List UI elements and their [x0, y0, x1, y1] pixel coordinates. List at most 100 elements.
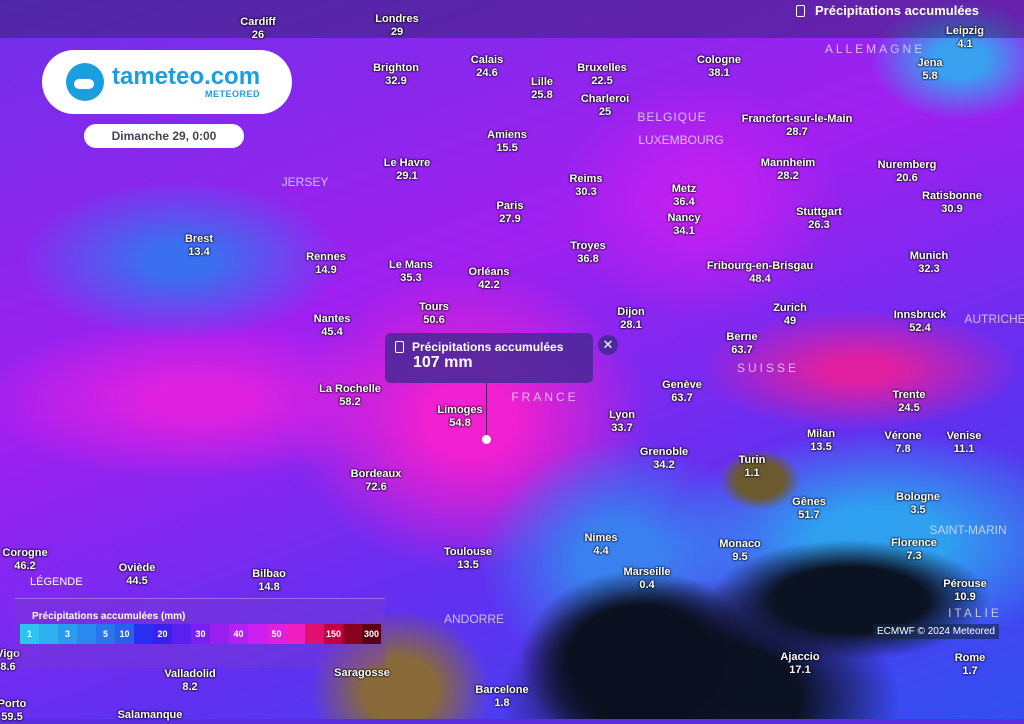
city-label[interactable]: Vérone 7.8: [884, 430, 921, 456]
city-value: 28.7: [786, 126, 808, 138]
city-label[interactable]: Ajaccio 17.1: [780, 651, 819, 677]
city-label[interactable]: Fribourg-en-Brisgau 48.4: [707, 260, 813, 286]
city-label[interactable]: Limoges 54.8: [437, 404, 482, 430]
city-label[interactable]: Lyon 33.7: [609, 409, 635, 435]
city-label[interactable]: Valladolid 8.2: [164, 668, 215, 694]
city-label[interactable]: Innsbruck 52.4: [894, 309, 947, 335]
city-label[interactable]: Cardiff 26: [240, 16, 275, 42]
city-label[interactable]: Salamanque: [118, 709, 183, 722]
city-value: 28.2: [777, 170, 799, 182]
city-name: Bruxelles: [577, 62, 627, 74]
city-label[interactable]: Charleroi 25: [581, 93, 629, 119]
city-label[interactable]: Bruxelles 22.5: [577, 62, 627, 88]
city-label[interactable]: La Rochelle 58.2: [319, 383, 381, 409]
city-label[interactable]: Ratisbonne 30.9: [922, 190, 982, 216]
city-label[interactable]: Amiens 15.5: [487, 129, 527, 155]
city-value: 10.9: [954, 591, 976, 603]
city-name: Mannheim: [760, 157, 816, 169]
city-value: 13.5: [810, 441, 832, 453]
city-label[interactable]: Turin 1.1: [739, 454, 766, 480]
city-label[interactable]: Paris 27.9: [497, 200, 524, 226]
city-value: 26.3: [808, 219, 830, 231]
city-name: Orléans: [468, 266, 510, 278]
city-label[interactable]: Bordeaux 72.6: [351, 468, 402, 494]
legend-toggle[interactable]: LÉGENDE: [30, 576, 83, 588]
city-label[interactable]: Orléans 42.2: [469, 266, 510, 292]
city-label[interactable]: Francfort-sur-le-Main 28.7: [742, 113, 853, 139]
legend-swatch: 300: [362, 624, 381, 644]
city-name: Jena: [917, 57, 943, 69]
close-popup-button[interactable]: ✕: [598, 335, 618, 355]
legend-swatch: [134, 624, 153, 644]
city-name: Cardiff: [240, 16, 276, 28]
city-name: Corogne: [2, 547, 48, 559]
city-label[interactable]: Le Havre 29.1: [384, 157, 430, 183]
city-label[interactable]: Saragosse: [334, 667, 390, 680]
city-label[interactable]: Brest 13.4: [185, 233, 213, 259]
city-label[interactable]: Brighton 32.9: [373, 62, 419, 88]
city-label[interactable]: Jena 5.8: [917, 57, 942, 83]
date-badge[interactable]: Dimanche 29, 0:00: [84, 124, 244, 148]
city-label[interactable]: Nimes 4.4: [584, 532, 617, 558]
city-label[interactable]: Leipzig 4.1: [946, 25, 984, 51]
city-label[interactable]: Dijon 28.1: [617, 306, 645, 332]
city-label[interactable]: Zurich 49: [773, 302, 807, 328]
city-label[interactable]: Stuttgart 26.3: [796, 206, 842, 232]
city-label[interactable]: Grenoble 34.2: [640, 446, 688, 472]
city-label[interactable]: Gênes 51.7: [792, 496, 826, 522]
city-label[interactable]: Monaco 9.5: [719, 538, 761, 564]
city-label[interactable]: Oviède 44.5: [119, 562, 156, 588]
city-label[interactable]: Troyes 36.8: [570, 240, 605, 266]
popup-pointer: [486, 383, 487, 439]
city-value: 4.4: [593, 545, 609, 557]
city-label[interactable]: Toulouse 13.5: [444, 546, 492, 572]
city-label[interactable]: Vigo8.6: [0, 648, 20, 674]
legend-swatch: [172, 624, 191, 644]
legend-swatch: 10: [115, 624, 134, 644]
city-label[interactable]: Pérouse 10.9: [943, 578, 986, 604]
city-name: Venise: [946, 430, 982, 442]
city-label[interactable]: Corogne 46.2: [2, 547, 47, 573]
city-label[interactable]: Metz 36.4: [672, 183, 696, 209]
city-label[interactable]: Le Mans 35.3: [389, 259, 433, 285]
city-label[interactable]: Bologne 3.5: [896, 491, 940, 517]
city-label[interactable]: Tours 50.6: [419, 301, 449, 327]
city-value: 25: [598, 106, 612, 118]
city-label[interactable]: Londres 29: [375, 13, 418, 39]
logo-text: tameteo.com: [112, 63, 261, 90]
city-label[interactable]: Nancy 34.1: [667, 212, 700, 238]
city-name: Zurich: [773, 302, 807, 314]
city-label[interactable]: Calais 24.6: [471, 54, 503, 80]
tameteo-logo[interactable]: tameteo.com METEORED: [42, 50, 292, 114]
city-name: Ajaccio: [780, 651, 820, 663]
city-label[interactable]: Nantes 45.4: [314, 313, 351, 339]
city-label[interactable]: Rome 1.7: [955, 652, 986, 678]
city-label[interactable]: Venise 11.1: [947, 430, 982, 456]
city-label[interactable]: Milan 13.5: [807, 428, 835, 454]
city-label[interactable]: Munich 32.3: [910, 250, 949, 276]
city-label[interactable]: Berne 63.7: [726, 331, 757, 357]
city-label[interactable]: Cologne 38.1: [697, 54, 741, 80]
city-label[interactable]: Bilbao 14.8: [252, 568, 286, 594]
city-name: Ratisbonne: [922, 190, 982, 202]
city-label[interactable]: Mannheim 28.2: [761, 157, 815, 183]
location-pin[interactable]: [482, 435, 491, 444]
city-label[interactable]: Reims 30.3: [569, 173, 602, 199]
city-name: Florence: [891, 537, 937, 549]
city-label[interactable]: Marseille 0.4: [623, 566, 670, 592]
city-value: 24.6: [476, 67, 498, 79]
city-value: 36.8: [577, 253, 599, 265]
city-name: Vérone: [884, 430, 922, 442]
city-name: Grenoble: [639, 446, 689, 458]
country-label: BELGIQUE: [637, 110, 707, 124]
legend-swatch: [305, 624, 324, 644]
city-label[interactable]: Genève 63.7: [662, 379, 702, 405]
city-label[interactable]: Rennes 14.9: [306, 251, 346, 277]
city-label[interactable]: Lille 25.8: [531, 76, 553, 102]
city-label[interactable]: Barcelone 1.8: [475, 684, 528, 710]
city-label[interactable]: Nuremberg 20.6: [878, 159, 937, 185]
city-label[interactable]: Florence 7.3: [891, 537, 937, 563]
city-label[interactable]: Trente 24.5: [892, 389, 925, 415]
city-label[interactable]: Porto 59.5: [0, 698, 26, 724]
city-name: Bilbao: [252, 568, 286, 580]
